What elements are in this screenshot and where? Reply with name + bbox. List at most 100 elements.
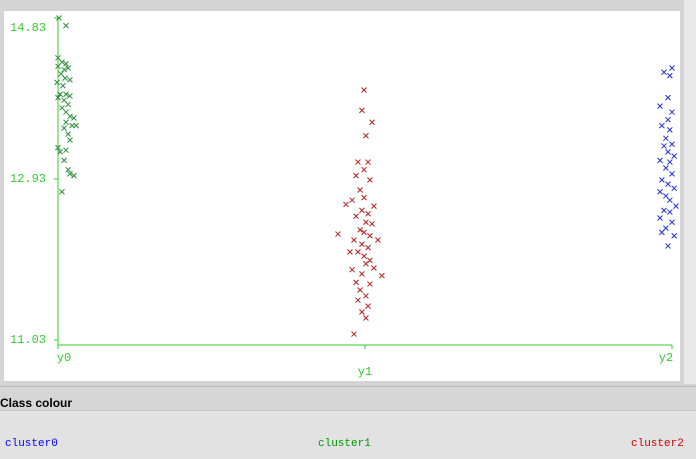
point xyxy=(365,210,371,217)
point xyxy=(67,171,73,177)
y-tick-label: 14.83 xyxy=(10,21,46,35)
point xyxy=(361,166,367,173)
point xyxy=(67,77,73,83)
point xyxy=(657,188,663,195)
point xyxy=(71,115,77,121)
point xyxy=(357,226,363,233)
point xyxy=(363,132,369,139)
point xyxy=(63,91,69,98)
point xyxy=(363,315,369,321)
point xyxy=(661,69,667,76)
point xyxy=(63,60,69,67)
class-colour-bar: Class colour xyxy=(0,386,696,411)
point xyxy=(347,249,353,255)
point xyxy=(369,119,375,126)
point xyxy=(71,172,77,179)
point xyxy=(67,113,73,120)
point xyxy=(661,143,667,149)
point xyxy=(61,125,67,132)
point xyxy=(335,231,341,237)
point xyxy=(379,272,385,279)
point xyxy=(666,209,673,215)
point xyxy=(659,229,665,236)
point xyxy=(349,266,355,273)
point xyxy=(349,197,355,204)
point xyxy=(665,94,671,101)
point xyxy=(353,172,359,179)
y-tick-label: 11.03 xyxy=(10,333,46,347)
point xyxy=(659,176,665,183)
point xyxy=(671,153,678,159)
legend-item: cluster2 xyxy=(631,438,684,450)
point xyxy=(666,159,673,165)
x-tick-label: y2 xyxy=(659,351,673,365)
point xyxy=(357,187,363,193)
point xyxy=(65,131,71,137)
point xyxy=(671,185,678,192)
point xyxy=(73,122,79,129)
point xyxy=(665,243,671,249)
point xyxy=(669,141,675,148)
point xyxy=(369,221,375,227)
point xyxy=(363,260,369,267)
point xyxy=(65,101,71,108)
point xyxy=(367,232,373,239)
point xyxy=(671,232,678,239)
point xyxy=(351,237,357,243)
point xyxy=(54,79,60,86)
point xyxy=(61,157,67,164)
point xyxy=(657,103,663,109)
point xyxy=(371,265,377,271)
x-tick-label: y0 xyxy=(57,351,71,365)
point xyxy=(359,309,365,315)
legend: cluster0 cluster1 cluster2 xyxy=(0,410,696,459)
point xyxy=(59,188,65,195)
point xyxy=(365,159,371,165)
point xyxy=(669,219,675,226)
point xyxy=(665,116,671,123)
point xyxy=(673,203,679,209)
class-colour-title: Class colour xyxy=(0,396,73,410)
point xyxy=(361,253,367,259)
point xyxy=(57,149,64,155)
point xyxy=(669,109,675,115)
point xyxy=(355,249,361,255)
point xyxy=(665,181,671,187)
point xyxy=(665,149,671,155)
point xyxy=(357,287,363,293)
point xyxy=(55,63,61,70)
point xyxy=(57,91,64,98)
point xyxy=(351,331,357,337)
point xyxy=(371,203,377,209)
point xyxy=(63,147,69,154)
point xyxy=(666,197,673,204)
plot-panel: 11.03 12.93 14.83 y0 y1 y2 xyxy=(4,0,696,384)
point xyxy=(363,219,369,226)
point xyxy=(62,75,68,82)
point xyxy=(65,166,71,173)
point xyxy=(659,122,665,129)
point xyxy=(67,137,73,143)
point xyxy=(359,271,365,277)
point xyxy=(359,241,365,248)
point xyxy=(60,82,66,89)
legend-item: cluster1 xyxy=(318,438,371,450)
point xyxy=(657,157,663,164)
point xyxy=(353,279,359,286)
point xyxy=(67,93,73,99)
point xyxy=(61,66,67,73)
point xyxy=(367,281,373,287)
point xyxy=(343,201,349,208)
point xyxy=(657,215,663,221)
point xyxy=(55,144,61,151)
point xyxy=(669,65,675,71)
point xyxy=(363,293,369,299)
point xyxy=(365,303,371,309)
point xyxy=(365,244,371,251)
point xyxy=(666,72,673,79)
point xyxy=(367,176,373,183)
y-tick-label: 12.93 xyxy=(10,172,46,186)
point xyxy=(55,94,61,101)
point xyxy=(375,237,381,243)
